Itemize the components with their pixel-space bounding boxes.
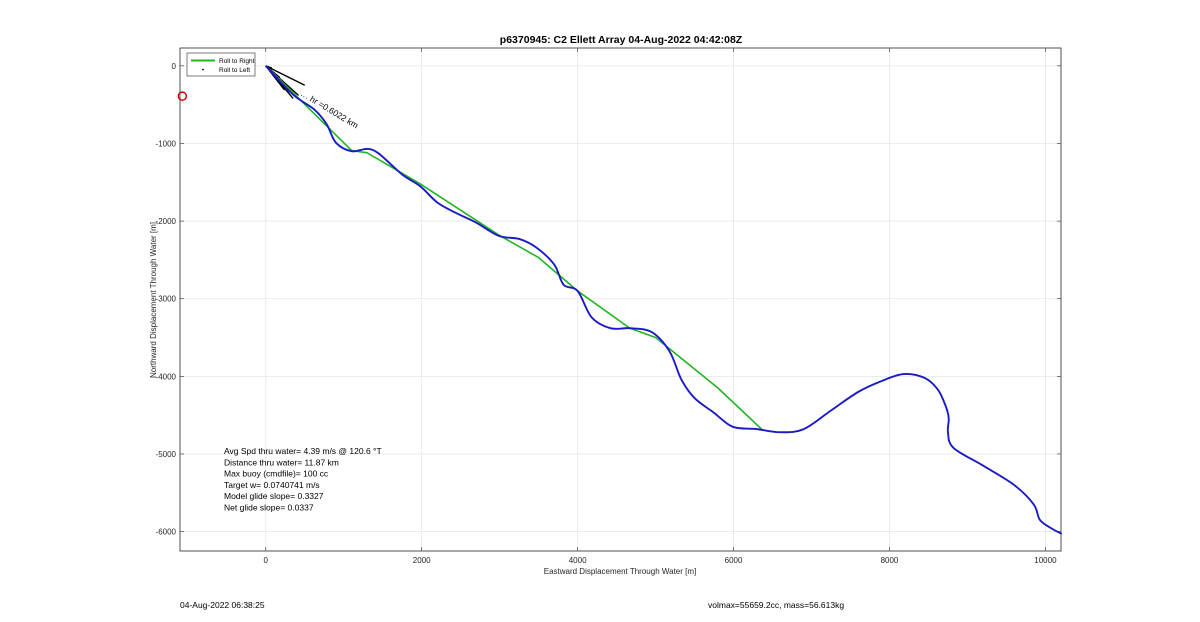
- y-tick-label: -1000: [156, 139, 177, 148]
- legend-label-roll-to-left: Roll to Left: [219, 67, 250, 74]
- x-tick-label: 4000: [569, 556, 587, 565]
- chart-title: p6370945: C2 Ellett Array 04-Aug-2022 04…: [500, 34, 743, 46]
- stats-line: Model glide slope= 0.3327: [224, 491, 324, 501]
- x-tick-label: 2000: [413, 556, 431, 565]
- legend-swatch-roll-to-left: [202, 68, 204, 71]
- x-axis-label: Eastward Displacement Through Water [m]: [544, 567, 697, 576]
- y-tick-label: -2000: [156, 217, 177, 226]
- y-tick-label: -5000: [156, 450, 177, 459]
- stats-line: Max buoy (cmdfile)= 100 cc: [224, 469, 329, 479]
- stats-annotation: Avg Spd thru water= 4.39 m/s @ 120.6 °TD…: [224, 446, 382, 513]
- stats-line: Avg Spd thru water= 4.39 m/s @ 120.6 °T: [224, 446, 382, 456]
- y-axis-label: Northward Displacement Through Water [m]: [149, 222, 158, 378]
- axis-ticks: 0 2000 4000 6000 8000 10000 0 -1000 -2000 -3000 -4…: [156, 48, 1061, 565]
- legend-label-roll-to-right: Roll to Right: [219, 58, 255, 65]
- y-tick-label: -4000: [156, 372, 177, 381]
- stats-line: Net glide slope= 0.0337: [224, 503, 314, 513]
- roll-to-right-line: [265, 65, 764, 432]
- x-tick-label: 0: [264, 556, 269, 565]
- plot-frame: [179, 47, 1062, 552]
- roll-to-left-spike: [265, 65, 306, 86]
- x-tick-label: 10000: [1034, 556, 1057, 565]
- stats-line: Distance thru water= 11.87 km: [224, 457, 339, 467]
- x-tick-label: 8000: [881, 556, 899, 565]
- legend-box: [186, 52, 256, 77]
- x-tick-label: 6000: [725, 556, 743, 565]
- y-tick-label: 0: [172, 62, 177, 71]
- legend: Roll to Right Roll to Left: [186, 52, 256, 77]
- glider-track-line: [265, 65, 1063, 535]
- y-tick-label: -6000: [156, 528, 177, 537]
- marker-layer: [177, 91, 188, 101]
- footer-volmax-mass: volmax=55659.2cc, mass=56.613kg: [708, 600, 845, 610]
- footer-timestamp: 04-Aug-2022 06:38:25: [180, 600, 265, 610]
- stats-line: Target w= 0.0740741 m/s: [224, 480, 320, 490]
- grid-lines: [180, 48, 1061, 551]
- y-tick-label: -3000: [156, 295, 177, 304]
- start-marker: [177, 91, 188, 101]
- series-layer: [265, 65, 1063, 535]
